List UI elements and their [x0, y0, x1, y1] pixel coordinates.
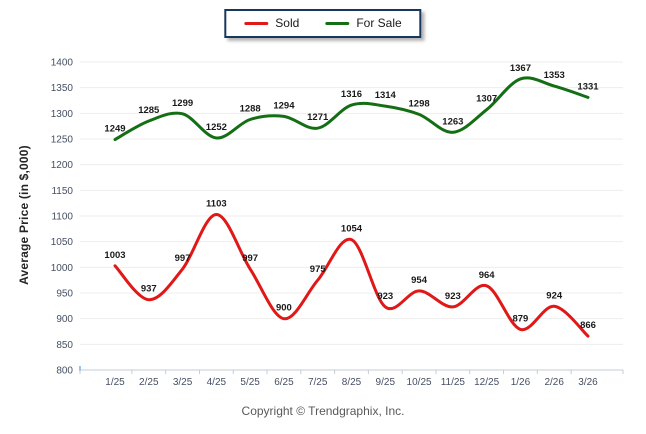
x-tick-labels: 1/25 2/25 3/25 4/25 5/25 6/25 7/25 8/25 9/25 10/2… — [105, 377, 598, 388]
svg-text:3/26: 3/26 — [578, 377, 598, 388]
svg-text:1288: 1288 — [240, 103, 261, 114]
svg-text:1307: 1307 — [476, 94, 497, 105]
svg-text:850: 850 — [56, 340, 73, 351]
svg-text:11/25: 11/25 — [441, 377, 466, 388]
svg-text:997: 997 — [175, 253, 191, 264]
svg-text:800: 800 — [56, 366, 73, 377]
x-axis — [79, 366, 624, 374]
y-tick-labels: 800 850 900 950 1000 1050 1100 1150 1200 1250 1300… — [51, 58, 74, 377]
svg-text:900: 900 — [276, 303, 292, 314]
legend-label-for-sale: For Sale — [356, 16, 402, 30]
svg-text:1249: 1249 — [104, 124, 125, 135]
svg-text:1294: 1294 — [273, 100, 295, 111]
svg-text:5/25: 5/25 — [240, 377, 260, 388]
svg-text:12/25: 12/25 — [474, 377, 499, 388]
svg-text:1285: 1285 — [138, 105, 160, 116]
svg-text:1314: 1314 — [375, 90, 397, 101]
svg-text:950: 950 — [56, 289, 73, 300]
svg-text:879: 879 — [512, 313, 528, 324]
svg-text:866: 866 — [580, 320, 596, 331]
svg-text:1054: 1054 — [341, 224, 363, 235]
svg-text:997: 997 — [242, 253, 258, 264]
svg-text:1003: 1003 — [104, 250, 125, 261]
svg-text:1331: 1331 — [577, 81, 599, 92]
svg-text:1252: 1252 — [206, 122, 227, 133]
svg-text:1263: 1263 — [442, 116, 463, 127]
svg-text:2/25: 2/25 — [139, 377, 159, 388]
svg-text:1103: 1103 — [206, 198, 227, 209]
svg-text:1367: 1367 — [510, 63, 531, 74]
copyright-text: Copyright © Trendgraphix, Inc. — [241, 404, 405, 418]
svg-text:1316: 1316 — [341, 89, 362, 100]
svg-text:923: 923 — [377, 291, 393, 302]
svg-text:1050: 1050 — [51, 237, 74, 248]
svg-text:900: 900 — [56, 314, 73, 325]
legend-item-sold: Sold — [244, 16, 299, 30]
svg-text:924: 924 — [546, 290, 563, 301]
svg-text:1/25: 1/25 — [105, 377, 125, 388]
svg-text:7/25: 7/25 — [308, 377, 328, 388]
svg-text:954: 954 — [411, 275, 428, 286]
svg-text:1000: 1000 — [51, 263, 74, 274]
svg-text:1400: 1400 — [51, 58, 74, 69]
svg-text:1200: 1200 — [51, 160, 74, 171]
svg-text:923: 923 — [445, 291, 461, 302]
svg-text:937: 937 — [141, 284, 157, 295]
svg-text:10/25: 10/25 — [407, 377, 432, 388]
svg-text:3/25: 3/25 — [173, 377, 193, 388]
for-sale-line-swatch-icon — [325, 21, 350, 25]
svg-text:2/26: 2/26 — [544, 377, 564, 388]
series-for-sale: 1249 1285 1299 1252 1288 1294 1271 1316 1314 1298… — [104, 63, 599, 142]
svg-text:1100: 1100 — [51, 212, 73, 223]
legend: Sold For Sale — [224, 9, 422, 38]
svg-text:6/25: 6/25 — [274, 377, 294, 388]
legend-item-for-sale: For Sale — [325, 16, 402, 30]
svg-text:975: 975 — [310, 264, 327, 275]
svg-text:1300: 1300 — [51, 109, 74, 120]
svg-text:1299: 1299 — [172, 98, 193, 109]
svg-text:1350: 1350 — [51, 83, 74, 94]
series-sold: 1003 937 997 1103 997 900 975 1054 923 954 923 964 8… — [104, 198, 596, 338]
svg-text:1353: 1353 — [544, 70, 565, 81]
sold-line-swatch-icon — [244, 21, 269, 25]
svg-text:1/26: 1/26 — [511, 377, 531, 388]
svg-text:1250: 1250 — [51, 135, 74, 146]
svg-text:4/25: 4/25 — [207, 377, 227, 388]
svg-text:1271: 1271 — [307, 112, 329, 123]
svg-text:964: 964 — [479, 270, 496, 281]
svg-text:1150: 1150 — [51, 186, 73, 197]
svg-text:8/25: 8/25 — [342, 377, 362, 388]
legend-label-sold: Sold — [275, 16, 300, 30]
svg-text:9/25: 9/25 — [376, 377, 396, 388]
svg-text:1298: 1298 — [409, 98, 430, 109]
